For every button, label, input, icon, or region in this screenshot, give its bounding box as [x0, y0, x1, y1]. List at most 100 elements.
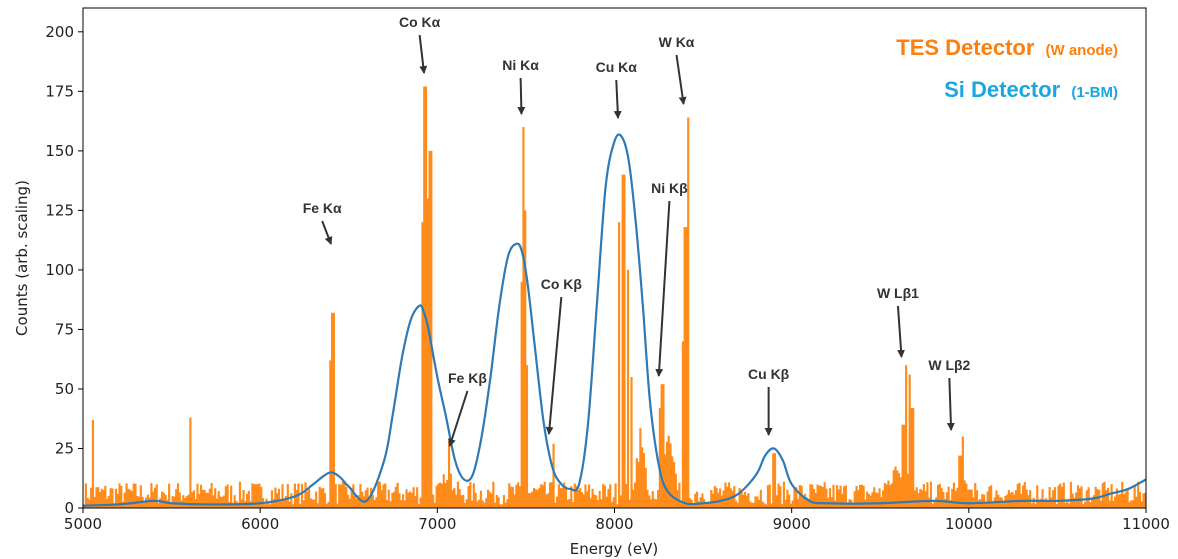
tes-bar [150, 483, 153, 508]
tes-bar [479, 490, 483, 508]
tes-bar [322, 488, 325, 508]
tes-bar [371, 494, 374, 508]
tes-bar [226, 484, 229, 508]
peak-arrow [655, 200, 671, 377]
tes-bar [740, 489, 743, 508]
tes-bar [1007, 489, 1010, 508]
peak-arrow [946, 377, 955, 431]
y-tick-label: 125 [45, 201, 74, 219]
tes-bar [490, 493, 493, 508]
tes-bar [405, 489, 408, 508]
tes-bar [159, 498, 162, 508]
tes-bar [1076, 485, 1080, 508]
tes-bar [956, 487, 959, 508]
tes-bar [756, 496, 759, 508]
x-tick-label: 6000 [241, 515, 279, 533]
tes-bar [1048, 487, 1051, 508]
tes-bar [851, 503, 855, 508]
peak-annotations: Fe Kα Co Kα Ni Kα Cu Kα W Kα Ni Kβ Co Kβ Fe Kβ C… [303, 14, 971, 447]
tes-bar [157, 503, 160, 508]
tes-bar [281, 484, 284, 508]
tes-bar [944, 498, 947, 508]
tes-bar [988, 486, 991, 508]
tes-bar [1045, 498, 1048, 508]
tes-bar [681, 341, 684, 508]
tes-bar [610, 501, 614, 508]
tes-bar [1062, 482, 1065, 508]
tes-bar [986, 491, 989, 508]
legend-tes-name: TES Detector [896, 35, 1035, 60]
tes-bar [942, 491, 945, 508]
tes-bar [460, 495, 463, 508]
tes-bar [556, 496, 559, 508]
tes-bar [644, 467, 647, 508]
tes-bar [463, 503, 467, 508]
tes-bar [198, 493, 201, 508]
tes-bar [187, 494, 190, 508]
tes-bar [168, 483, 171, 508]
tes-bar [892, 470, 895, 508]
tes-bar [497, 497, 500, 508]
tes-bar [1098, 490, 1101, 508]
tes-bar [1142, 493, 1145, 508]
tes-bar [166, 500, 169, 508]
tes-bar [685, 227, 688, 509]
tes-bar [720, 495, 723, 508]
tes-bar [765, 504, 768, 508]
tes-bar [839, 485, 842, 508]
tes-bar [595, 495, 598, 508]
tes-bar [883, 482, 886, 508]
tes-bar [974, 482, 977, 508]
tes-bar [513, 494, 516, 508]
tes-bar [384, 483, 387, 508]
tes-bar [563, 482, 566, 508]
tes-bar [844, 485, 847, 508]
tes-bar [536, 489, 539, 508]
tes-bar [139, 485, 142, 508]
tes-bar [543, 481, 546, 508]
tes-bar [708, 502, 711, 508]
tes-bar [332, 312, 335, 508]
tes-bar [550, 482, 553, 508]
tes-bar [1018, 482, 1021, 508]
tes-bar [665, 441, 669, 508]
tes-bar [936, 484, 940, 508]
tes-bar [786, 489, 789, 508]
tes-bar [260, 487, 263, 508]
tes-bar [423, 86, 426, 508]
tes-bar [600, 499, 603, 508]
tes-bar [635, 458, 638, 508]
tes-bar [1108, 500, 1111, 508]
tes-bar [509, 486, 513, 508]
tes-bar [761, 501, 764, 508]
legend-si-name: Si Detector [944, 77, 1061, 102]
tes-bar [929, 481, 933, 508]
tes-bar [1069, 481, 1072, 508]
tes-bar [444, 482, 447, 508]
tes-bar [804, 493, 807, 508]
tes-bar [191, 492, 194, 508]
tes-bar [525, 365, 529, 508]
peak-label: Co Kα [399, 14, 441, 30]
tes-bar [247, 490, 250, 508]
tes-bar [132, 483, 135, 508]
tes-bar [361, 491, 364, 508]
tes-bar [715, 487, 718, 508]
tes-bar [1032, 497, 1035, 508]
tes-bar [295, 489, 298, 508]
tes-bar [873, 487, 876, 508]
tes-bar [522, 127, 525, 509]
tes-bar [222, 495, 226, 508]
tes-bar [267, 502, 270, 508]
tes-bar [961, 436, 964, 508]
tes-bar [346, 494, 350, 508]
tes-bar [991, 502, 995, 508]
tes-bar [763, 503, 766, 508]
tes-bar [467, 485, 470, 508]
tes-bar [609, 484, 612, 508]
tes-bar [616, 504, 619, 508]
tes-bar [185, 496, 188, 508]
tes-bar [302, 500, 305, 508]
tes-bar [288, 501, 291, 508]
tes-bar [208, 488, 211, 508]
